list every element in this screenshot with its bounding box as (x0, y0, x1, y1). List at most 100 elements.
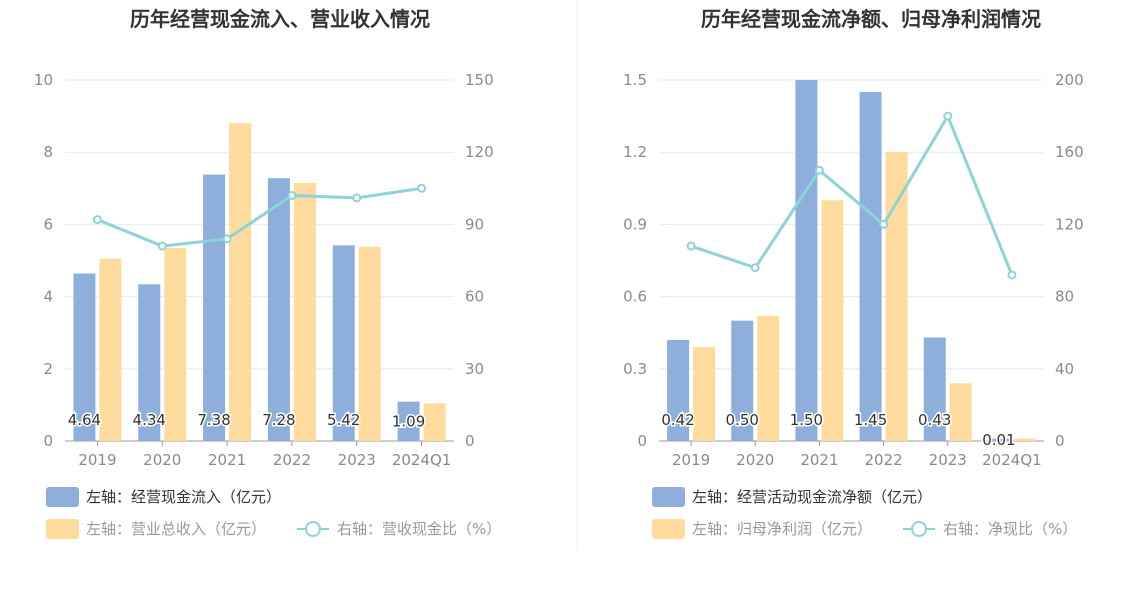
y-right-tick-label: 150 (465, 71, 494, 89)
legend: 左轴：经营现金流入（亿元） 左轴：营业总收入（亿元） 右轴：营收现金比（%） (46, 487, 501, 539)
x-tick-label: 2023 (338, 451, 376, 469)
legend-swatch-marker (305, 521, 321, 537)
x-tick-label: 2022 (273, 451, 311, 469)
bar-data-label: 0.43 (918, 411, 951, 429)
x-tick-label: 2020 (143, 451, 181, 469)
y-left-tick-label: 0.6 (623, 288, 647, 306)
legend-label: 左轴：经营活动现金流净额（亿元） (692, 488, 932, 506)
bar-secondary (164, 247, 187, 441)
bar-primary (397, 401, 420, 441)
ratio-point (750, 263, 760, 273)
bar-data-label: 7.38 (197, 411, 230, 429)
bar-secondary (949, 383, 972, 441)
ratio-point (943, 111, 953, 121)
bar-secondary (821, 200, 844, 441)
chart-panel-2: 历年经营现金流净额、归母净利润情况00.30.60.91.21.50408012… (623, 7, 1084, 539)
bar-primary (203, 174, 226, 441)
bar-primary (859, 92, 882, 442)
chart-title: 历年经营现金流入、营业收入情况 (130, 7, 430, 31)
bar-data-label: 0.01 (982, 431, 1015, 449)
y-left-tick-label: 8 (43, 143, 53, 161)
y-left-tick-label: 2 (43, 360, 53, 378)
x-tick-label: 2019 (672, 451, 710, 469)
x-tick-label: 2023 (929, 451, 967, 469)
y-right-tick-label: 120 (465, 143, 494, 161)
bar-data-label: 1.09 (392, 412, 425, 430)
x-tick-label: 2019 (78, 451, 116, 469)
legend-swatch-bar-primary (46, 487, 79, 507)
ratio-point (222, 234, 232, 244)
bar-primary (332, 245, 355, 441)
legend-label: 右轴：净现比（%） (943, 520, 1077, 538)
legend: 左轴：经营活动现金流净额（亿元） 左轴：归母净利润（亿元） 右轴：净现比（%） (652, 487, 1077, 539)
bar-primary (987, 438, 1010, 441)
x-tick-label: 2024Q1 (392, 451, 452, 469)
y-left-tick-label: 1.5 (623, 71, 647, 89)
bar-data-label: 1.45 (854, 411, 887, 429)
y-left-tick-label: 6 (43, 215, 53, 233)
y-right-tick-label: 0 (465, 432, 475, 450)
legend-label: 左轴：归母净利润（亿元） (692, 520, 872, 538)
bar-data-label: 0.50 (726, 411, 759, 429)
y-left-tick-label: 10 (34, 71, 53, 89)
bar-data-label: 0.42 (661, 411, 694, 429)
bar-data-label: 4.64 (68, 411, 101, 429)
ratio-point (417, 183, 427, 193)
y-left-tick-label: 1.2 (623, 143, 647, 161)
bar-data-label: 1.50 (790, 411, 823, 429)
x-tick-label: 2020 (736, 451, 774, 469)
bar-secondary (693, 347, 716, 441)
ratio-point (686, 241, 696, 251)
bar-secondary (885, 152, 908, 441)
legend-swatch-bar-secondary (652, 519, 685, 539)
y-left-tick-label: 4 (43, 288, 53, 306)
bar-primary (795, 80, 818, 441)
bar-data-label: 7.28 (262, 411, 295, 429)
ratio-point (287, 191, 297, 201)
y-right-tick-label: 40 (1055, 360, 1074, 378)
bar-secondary (229, 123, 252, 441)
legend-label: 左轴：经营现金流入（亿元） (86, 488, 281, 506)
x-tick-label: 2021 (800, 451, 838, 469)
ratio-point (157, 241, 167, 251)
x-tick-label: 2021 (208, 451, 246, 469)
bar-secondary (293, 182, 316, 441)
bar-primary (138, 284, 161, 441)
bar-data-label: 4.34 (133, 411, 166, 429)
bar-primary (73, 273, 96, 441)
legend-swatch-bar-secondary (46, 519, 79, 539)
ratio-line (690, 112, 1014, 276)
y-right-tick-label: 60 (465, 288, 484, 306)
y-right-tick-label: 90 (465, 215, 484, 233)
bar-secondary (358, 246, 381, 441)
ratio-point (92, 215, 102, 225)
y-right-tick-label: 80 (1055, 288, 1074, 306)
chart-title: 历年经营现金流净额、归母净利润情况 (701, 7, 1041, 31)
ratio-line (96, 186, 422, 248)
chart-panel-1: 历年经营现金流入、营业收入情况 0 2 4 6 8 10 0 30 60 90 120 150 2019 2… (34, 7, 501, 539)
bar-primary (731, 320, 754, 441)
y-left-tick-label: 0.9 (623, 215, 647, 233)
y-right-tick-label: 160 (1055, 143, 1084, 161)
bar-primary (267, 178, 290, 441)
legend-label: 右轴：营收现金比（%） (337, 520, 501, 538)
ratio-point (814, 165, 824, 175)
y-right-tick-label: 120 (1055, 215, 1084, 233)
bar-secondary (99, 258, 122, 441)
bar-primary (923, 337, 946, 441)
y-left-tick-label: 0 (637, 432, 647, 450)
legend-swatch-bar-primary (652, 487, 685, 507)
y-right-tick-label: 0 (1055, 432, 1065, 450)
y-left-tick-label: 0.3 (623, 360, 647, 378)
y-right-tick-label: 30 (465, 360, 484, 378)
x-tick-label: 2022 (864, 451, 902, 469)
bar-secondary (1013, 438, 1036, 441)
legend-swatch-marker (911, 521, 927, 537)
y-left-tick-label: 0 (43, 432, 53, 450)
ratio-point (879, 219, 889, 229)
y-right-tick-label: 200 (1055, 71, 1084, 89)
legend-label: 左轴：营业总收入（亿元） (86, 520, 266, 538)
ratio-point (1007, 270, 1017, 280)
